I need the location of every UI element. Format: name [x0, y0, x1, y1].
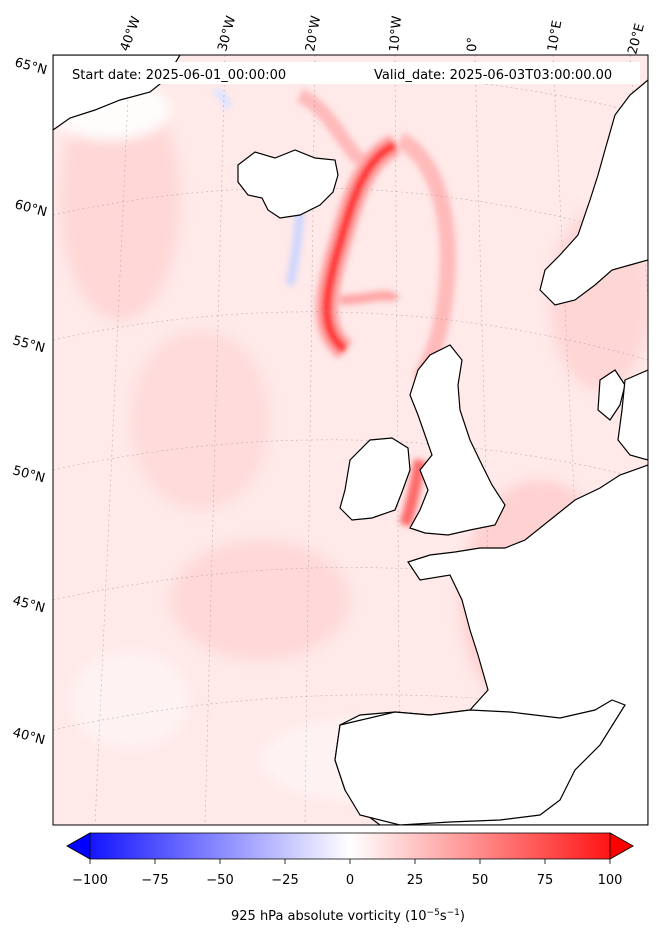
lon-label-30w: 30°W: [215, 14, 239, 53]
norway: [539, 79, 648, 306]
lon-label-10e: 10°E: [545, 19, 565, 52]
colorbar-tick-label: 0: [346, 873, 354, 888]
lon-label-10w: 10°W: [387, 15, 405, 52]
colorbar-bar: [66, 832, 634, 860]
colorbar-ticks: −100 −75 −50 −25 0 25 50 75 100: [72, 859, 622, 888]
colorbar-tick-label: 25: [407, 873, 424, 888]
ireland: [339, 437, 411, 521]
lon-label-0: 0°: [465, 37, 481, 52]
valid-date-label: Valid_date: 2025-06-03T03:00:00.00: [374, 68, 612, 83]
iberia: [334, 699, 626, 825]
colorbar-tick-label: −25: [271, 873, 298, 888]
colorbar-low-extend: [66, 832, 91, 860]
denmark: [597, 369, 626, 421]
colorbar-tick-label: 50: [472, 873, 489, 888]
map-frame: [52, 54, 649, 826]
colorbar-tick-label: −100: [72, 873, 108, 888]
lat-label-45n: 45°N: [11, 593, 47, 616]
latitude-labels: 65°N 60°N 55°N 50°N 45°N 40°N: [11, 55, 49, 748]
lat-label-60n: 60°N: [13, 197, 49, 220]
sweden-south: [617, 369, 648, 461]
header-box: [62, 62, 640, 84]
colorbar-tick-label: −75: [141, 873, 168, 888]
lon-label-20e: 20°E: [625, 22, 648, 56]
lat-label-50n: 50°N: [11, 463, 47, 486]
lon-label-40w: 40°W: [118, 14, 144, 53]
lon-label-20w: 20°W: [303, 15, 324, 53]
iceland: [237, 149, 339, 219]
longitude-labels: 40°W 30°W 20°W 10°W 0° 10°E 20°E: [118, 14, 648, 56]
colorbar: −100 −75 −50 −25 0 25 50 75 100 925 hPa absolute…: [66, 832, 634, 924]
great-britain: [409, 344, 506, 536]
colorbar-title: 925 hPa absolute vorticity (10−5s−1): [231, 908, 465, 924]
vorticity-field: [53, 55, 648, 825]
lat-label-40n: 40°N: [11, 725, 47, 748]
lat-label-65n: 65°N: [13, 55, 49, 78]
colorbar-tick-label: 100: [598, 873, 623, 888]
lat-label-55n: 55°N: [11, 333, 47, 356]
colorbar-tick-label: 75: [537, 873, 554, 888]
colorbar-high-extend: [609, 832, 634, 860]
start-date-label: Start date: 2025-06-01_00:00:00: [72, 68, 286, 83]
graticule: [53, 55, 648, 825]
colorbar-tick-label: −50: [206, 873, 233, 888]
